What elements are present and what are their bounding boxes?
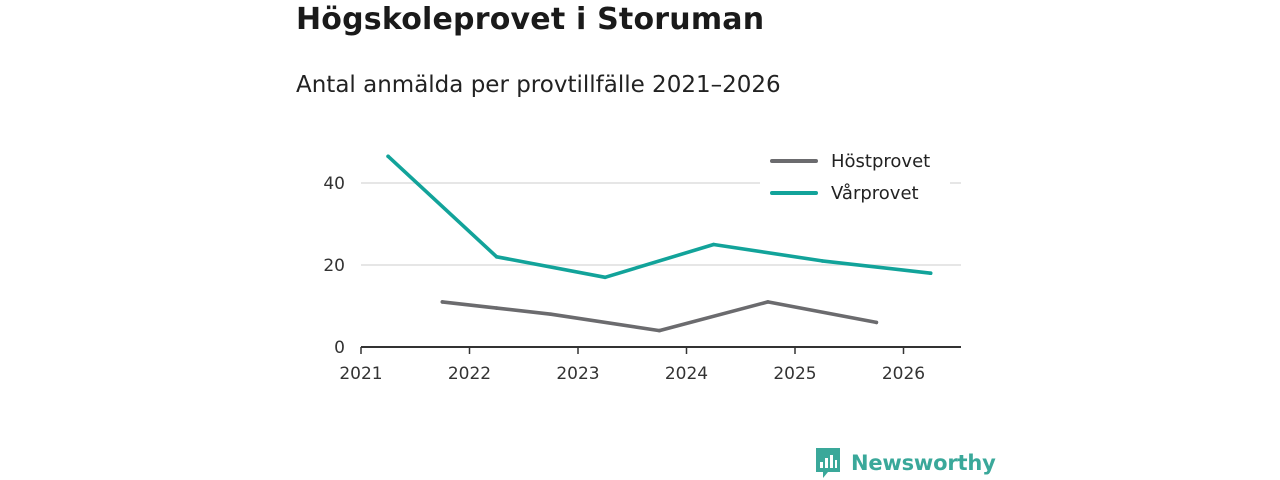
- data-point-vårprovet: [711, 242, 716, 247]
- series-layer: [386, 154, 933, 333]
- series-line-vårprovet: [386, 154, 933, 280]
- legend-background: [760, 146, 950, 212]
- data-point-höstprovet: [766, 300, 770, 304]
- data-point-vårprovet: [386, 154, 390, 159]
- legend-label: Höstprovet: [831, 151, 930, 172]
- axis-layer: 0 20 40 2021 2022 2023 2024 2025 2026: [323, 174, 961, 384]
- series-line-höstprovet: [440, 300, 879, 333]
- data-point-vårprovet: [928, 271, 933, 276]
- chart-subtitle: Antal anmälda per provtillfälle 2021–202…: [296, 72, 781, 98]
- x-tick-label: 2025: [773, 364, 816, 384]
- data-point-vårprovet: [603, 275, 607, 280]
- x-tick-label: 2022: [448, 364, 491, 384]
- data-point-höstprovet: [440, 300, 445, 304]
- data-point-vårprovet: [820, 259, 824, 263]
- data-point-höstprovet: [549, 312, 553, 317]
- data-point-höstprovet: [657, 328, 662, 333]
- y-tick-label: 20: [323, 256, 345, 276]
- chart-title: Högskoleprovet i Storuman: [296, 2, 765, 37]
- data-point-höstprovet: [874, 320, 879, 325]
- y-tick-label: 40: [323, 174, 345, 194]
- x-tick-label: 2021: [339, 364, 382, 384]
- brand-logo: Newsworthy: [814, 446, 996, 480]
- data-point-höstprovet: [494, 306, 499, 310]
- legend: Höstprovet Vårprovet: [760, 146, 950, 212]
- brand-name: Newsworthy: [851, 451, 996, 475]
- newsworthy-logo-icon: [816, 448, 840, 478]
- legend-label: Vårprovet: [831, 183, 919, 204]
- data-point-vårprovet: [494, 254, 499, 259]
- x-tick-label: 2023: [556, 364, 599, 384]
- x-tick-label: 2026: [882, 364, 925, 384]
- x-tick-label: 2024: [665, 364, 708, 384]
- y-tick-label: 0: [334, 338, 345, 358]
